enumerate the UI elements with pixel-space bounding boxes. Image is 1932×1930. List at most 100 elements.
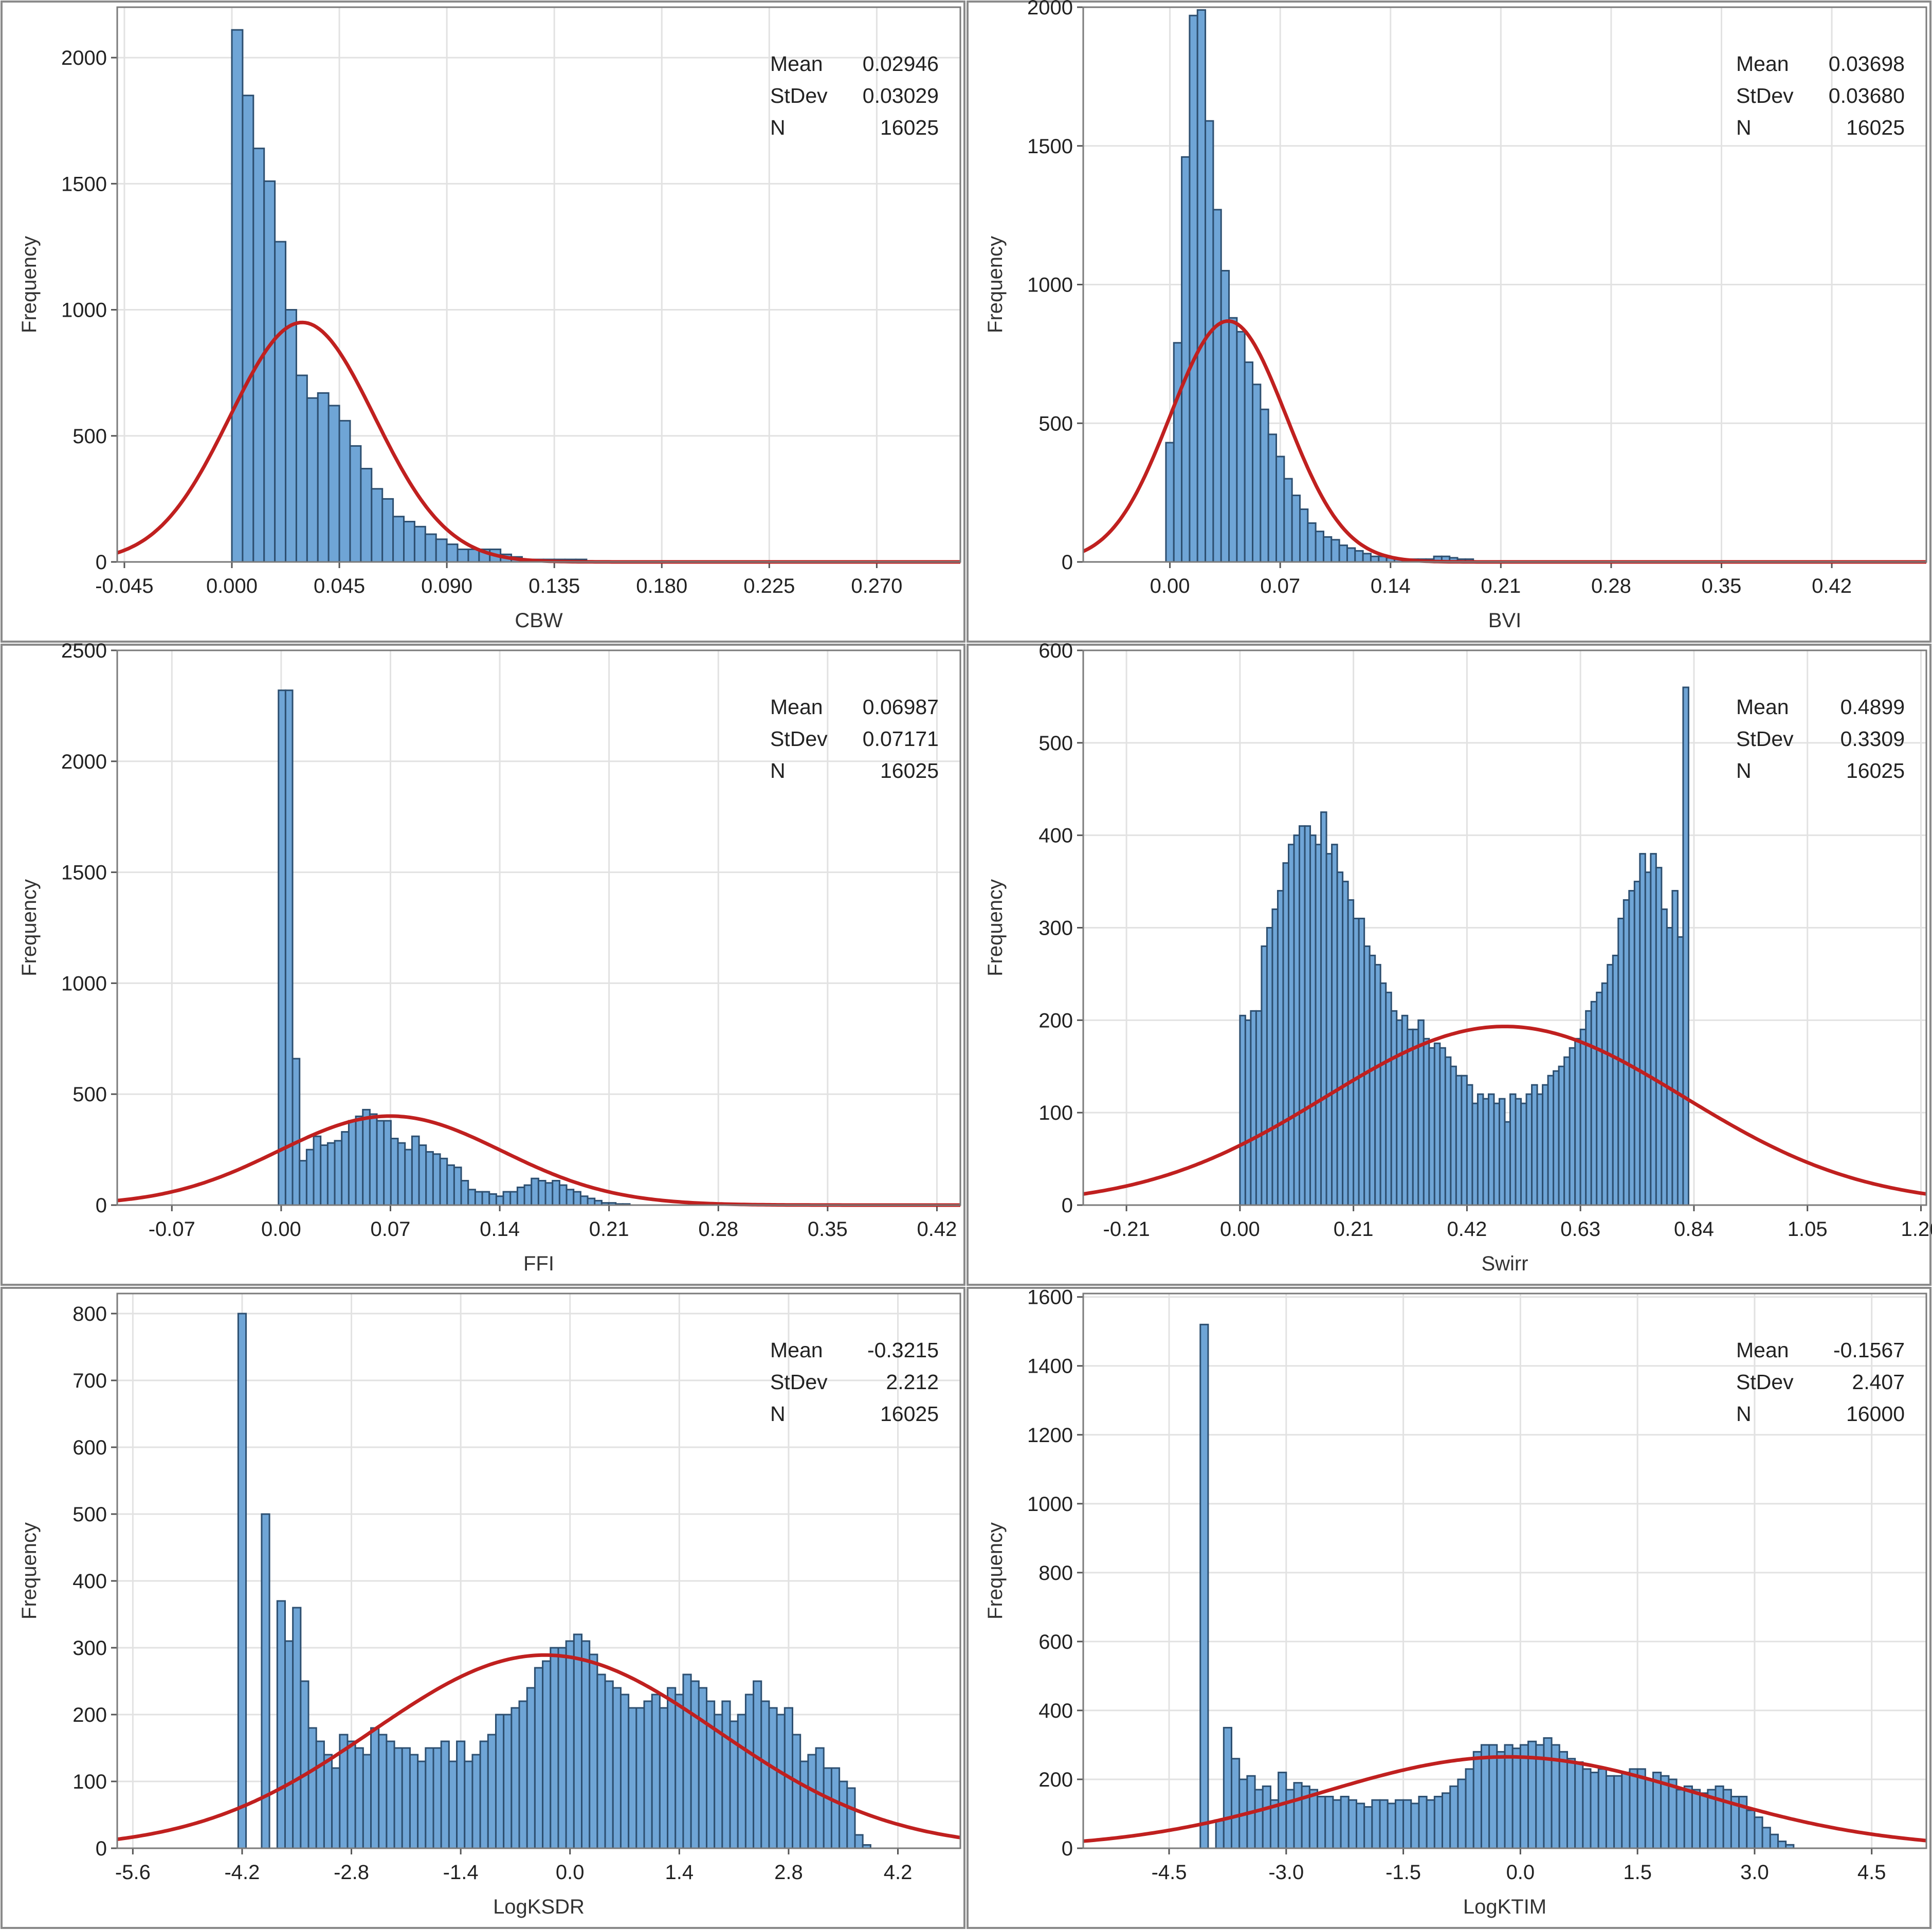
- histogram-bar: [1574, 1037, 1581, 1206]
- histogram-bar: [467, 548, 480, 563]
- histogram-bar: [1650, 853, 1657, 1206]
- y-tick-label: 0: [1062, 1837, 1073, 1860]
- x-tick-label: 1.26: [1901, 1218, 1932, 1241]
- histogram-bar: [1254, 1789, 1264, 1849]
- histogram-bar: [305, 1149, 315, 1206]
- histogram-bar: [424, 533, 437, 563]
- histogram-bar: [1509, 1093, 1517, 1206]
- histogram-bar: [526, 1687, 536, 1849]
- histogram-bar: [1412, 1028, 1419, 1206]
- histogram-bar: [1433, 1795, 1444, 1849]
- histogram-bar: [1579, 1028, 1587, 1206]
- histogram-svg: 0 100 200 300 400 500 600 -0.21 0.00 0.21 0.42 0.63…: [967, 643, 1932, 1286]
- x-tick-label: -2.8: [334, 1861, 369, 1884]
- histogram-bar: [1520, 1102, 1527, 1206]
- histogram-bar: [604, 1680, 614, 1849]
- histogram-bar: [1252, 384, 1262, 563]
- histogram-bar: [1266, 927, 1273, 1206]
- x-tick-label: -4.5: [1152, 1861, 1187, 1884]
- histogram-bar: [237, 1313, 247, 1849]
- histogram-bar: [1244, 361, 1254, 563]
- panel-frame: [967, 644, 1931, 1286]
- histogram-bar: [1260, 408, 1269, 563]
- histogram-bar: [1299, 508, 1309, 563]
- histogram-bar: [1504, 1744, 1514, 1849]
- histogram-bar: [1428, 1047, 1435, 1206]
- histogram-bar: [1181, 156, 1191, 563]
- histogram-bar: [495, 1714, 505, 1849]
- histogram-bar: [1455, 1075, 1463, 1206]
- histogram-bar: [355, 1115, 364, 1206]
- histogram-bar: [392, 516, 405, 563]
- x-tick-label: 0.42: [1447, 1218, 1487, 1241]
- stat-label: N: [1736, 1402, 1752, 1426]
- plot-frame: [116, 649, 961, 1206]
- histogram-bar: [1444, 1056, 1452, 1206]
- histogram-bar: [338, 420, 351, 563]
- histogram-bar: [1394, 1799, 1405, 1849]
- histogram-bar: [1196, 9, 1207, 563]
- histogram-bar: [1623, 899, 1630, 1206]
- histogram-bar: [1480, 1744, 1490, 1849]
- histogram-bar: [411, 1135, 420, 1206]
- histogram-bar: [846, 1787, 856, 1849]
- histogram-bar: [1601, 982, 1609, 1206]
- histogram-bar: [1250, 1010, 1257, 1206]
- x-tick-label: 0.000: [206, 575, 258, 597]
- histogram-bar: [1340, 1795, 1350, 1849]
- histogram-bar: [1471, 1102, 1479, 1206]
- histogram-bar: [1472, 1751, 1482, 1849]
- histogram-bar: [1236, 331, 1246, 563]
- histogram-bar: [776, 1714, 786, 1849]
- stat-label: N: [1736, 759, 1752, 782]
- panel-swirr: 0 100 200 300 400 500 600 -0.21 0.00 0.21 0.42 0.63…: [966, 643, 1932, 1286]
- histogram-bar: [1504, 1121, 1511, 1206]
- histogram-bar: [531, 1177, 539, 1206]
- histogram-bar: [1715, 1785, 1724, 1849]
- histogram-bar: [1354, 550, 1364, 563]
- histogram-bar: [1683, 1785, 1693, 1849]
- stat-value: 16025: [880, 1402, 939, 1426]
- histogram-bar: [1267, 433, 1278, 563]
- histogram-bar: [1566, 1758, 1576, 1849]
- histogram-bar: [1699, 1792, 1709, 1849]
- histogram-bar: [1278, 1772, 1287, 1849]
- histogram-bar: [1457, 1778, 1467, 1849]
- histogram-bar: [760, 1700, 770, 1849]
- panel-frame: [1, 644, 965, 1286]
- stat-label: Mean: [770, 695, 823, 719]
- x-tick-label: -3.0: [1268, 1861, 1304, 1884]
- histogram-bar: [753, 1680, 762, 1849]
- y-axis-label: Frequency: [18, 879, 41, 976]
- histogram-bar: [349, 445, 362, 563]
- y-tick-label: 200: [72, 1704, 107, 1726]
- x-tick-label: 0.35: [808, 1218, 848, 1241]
- histogram-bar: [299, 1160, 307, 1206]
- x-tick-label: 0.07: [1260, 575, 1300, 597]
- stat-value: 0.02946: [863, 52, 939, 76]
- histogram-bar: [1519, 1744, 1529, 1849]
- panel-frame: [967, 1, 1931, 643]
- stats-box: Mean 0.03698 StDev 0.03680 N 16025: [1736, 52, 1905, 139]
- histogram-bar: [453, 1167, 462, 1206]
- histogram-bar: [326, 1142, 336, 1206]
- x-tick-label: 0.21: [1334, 1218, 1374, 1241]
- y-tick-label: 0: [1062, 551, 1073, 574]
- histogram-bar: [1605, 1775, 1615, 1849]
- histogram-bar: [815, 1747, 825, 1849]
- y-tick-label: 100: [1038, 1102, 1073, 1124]
- histogram-bar: [1223, 1726, 1233, 1849]
- x-tick-label: 0.21: [589, 1218, 629, 1241]
- y-axis-label: Frequency: [984, 236, 1007, 333]
- histogram-bar: [1418, 1795, 1428, 1849]
- plot-frame: [1082, 649, 1927, 1206]
- histogram-bar: [1439, 1047, 1446, 1206]
- stat-value: 16000: [1846, 1402, 1905, 1426]
- stat-label: StDev: [1736, 1370, 1794, 1394]
- histogram-bar: [1379, 982, 1387, 1206]
- histogram-bar: [596, 1673, 606, 1849]
- stat-value: 0.03680: [1829, 84, 1905, 107]
- histogram-bar: [1633, 881, 1641, 1206]
- stat-label: N: [770, 759, 786, 782]
- histogram-bar: [313, 1135, 322, 1206]
